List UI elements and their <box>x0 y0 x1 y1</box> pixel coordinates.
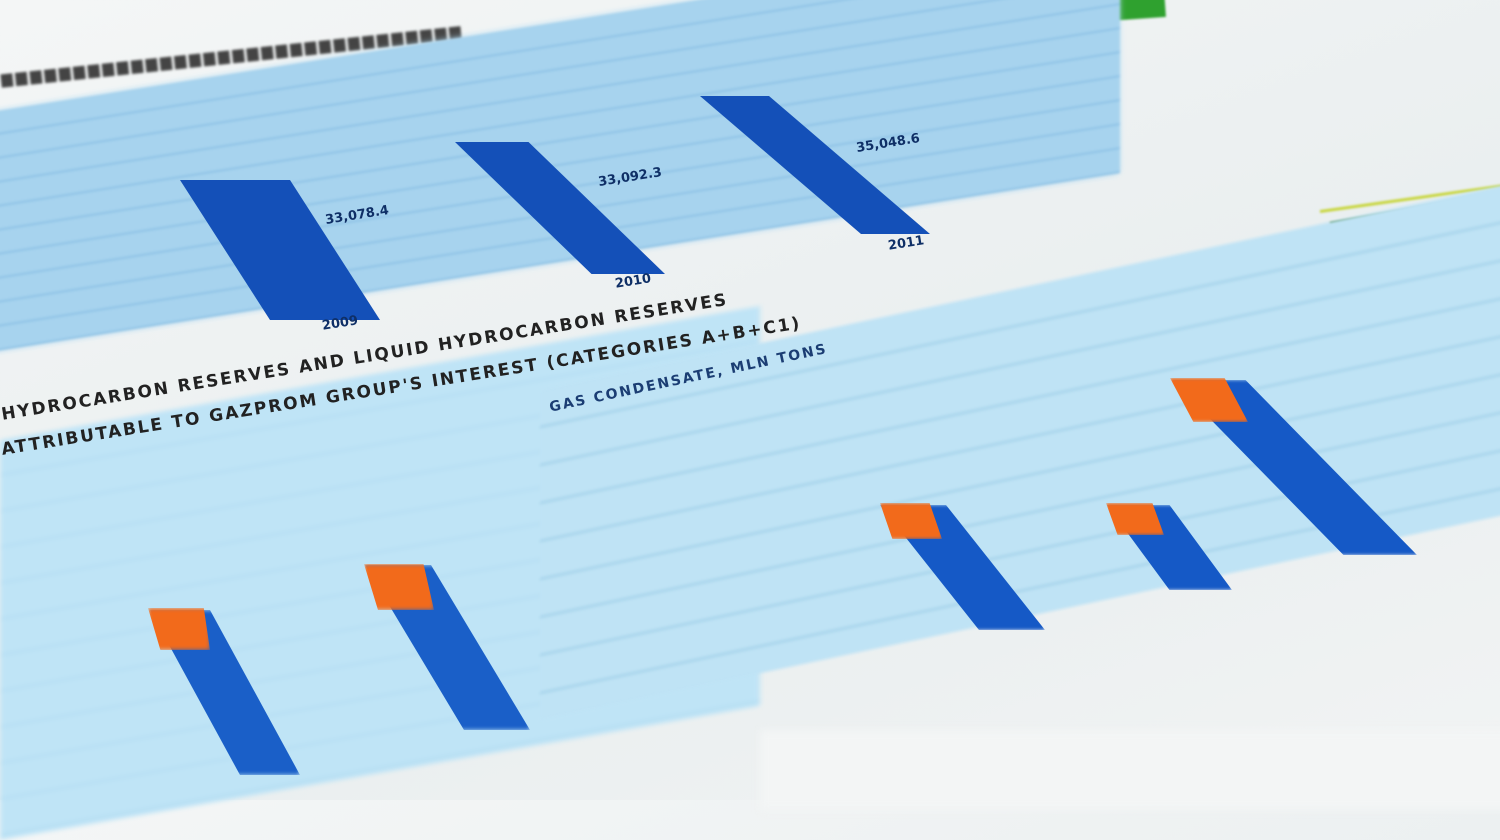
year-2010: 2010 <box>614 271 653 292</box>
page-edge-white <box>760 730 1500 810</box>
gas-condensate-panel <box>540 181 1500 720</box>
year-2011: 2011 <box>887 233 926 254</box>
